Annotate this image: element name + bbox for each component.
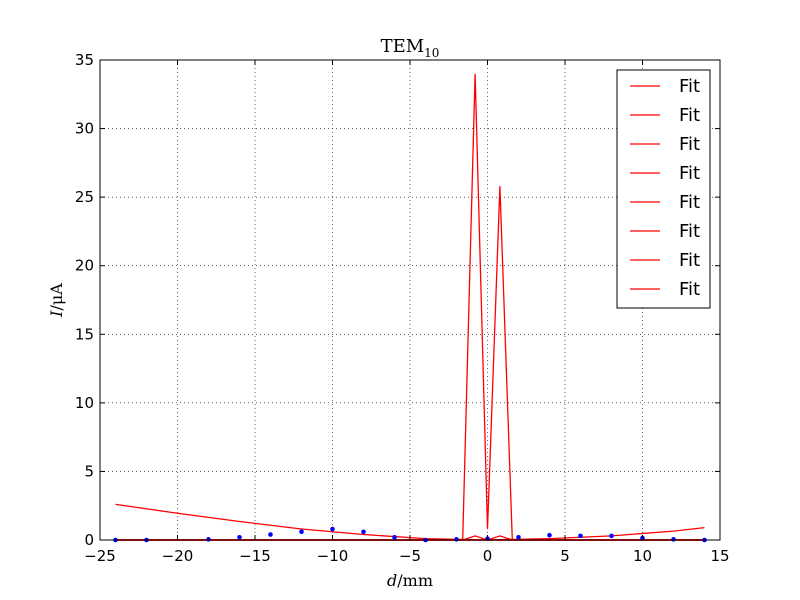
chart-title-subscript: 10 [424, 46, 439, 60]
legend-label: Fit [679, 76, 700, 97]
legend-label: Fit [679, 105, 700, 126]
x-tick-label: 5 [560, 547, 570, 565]
data-point [609, 533, 614, 539]
legend-label: Fit [679, 221, 700, 242]
legend-frame [616, 69, 711, 309]
y-tick-label: 25 [75, 188, 94, 206]
data-point [299, 529, 304, 535]
x-tick-label: 0 [483, 547, 493, 565]
data-point [392, 534, 397, 540]
legend: Fit Fit Fit Fit Fit Fit Fit Fit [616, 69, 711, 309]
x-tick-label: −10 [317, 547, 349, 565]
chart-title: TEM10 [381, 36, 440, 60]
y-tick-label: 0 [84, 531, 94, 549]
y-tick-label: 5 [84, 462, 94, 480]
legend-label: Fit [679, 192, 700, 213]
legend-label: Fit [679, 250, 700, 271]
ticks: −25 −20 −15 −10 −5 0 5 10 15 0 5 10 15 20 25 30 35 [75, 51, 730, 565]
y-tick-label: 10 [75, 394, 94, 412]
x-tick-label: −5 [399, 547, 421, 565]
x-axis-label: d/mm [387, 571, 433, 590]
data-point [268, 532, 273, 537]
data-point [237, 534, 242, 540]
data-point [206, 537, 211, 542]
legend-label: Fit [679, 279, 700, 300]
y-tick-label: 20 [75, 257, 94, 275]
data-point [454, 537, 459, 542]
y-tick-label: 30 [75, 120, 94, 138]
y-axis-label: I/μA [47, 283, 66, 318]
x-tick-label: 10 [633, 547, 652, 565]
legend-label: Fit [679, 134, 700, 155]
data-point [361, 529, 366, 535]
x-tick-label: −15 [239, 547, 271, 565]
data-point [671, 537, 676, 542]
legend-label: Fit [679, 163, 700, 184]
data-point [578, 533, 583, 539]
y-tick-label: 35 [75, 51, 94, 69]
x-tick-label: 15 [710, 547, 729, 565]
legend-entries: Fit Fit Fit Fit Fit Fit Fit Fit [630, 76, 700, 300]
x-tick-label: −20 [162, 547, 194, 565]
y-tick-label: 15 [75, 325, 94, 343]
data-point [330, 526, 335, 532]
x-tick-label: −25 [84, 547, 116, 565]
data-point [516, 534, 521, 540]
data-point [547, 532, 552, 538]
